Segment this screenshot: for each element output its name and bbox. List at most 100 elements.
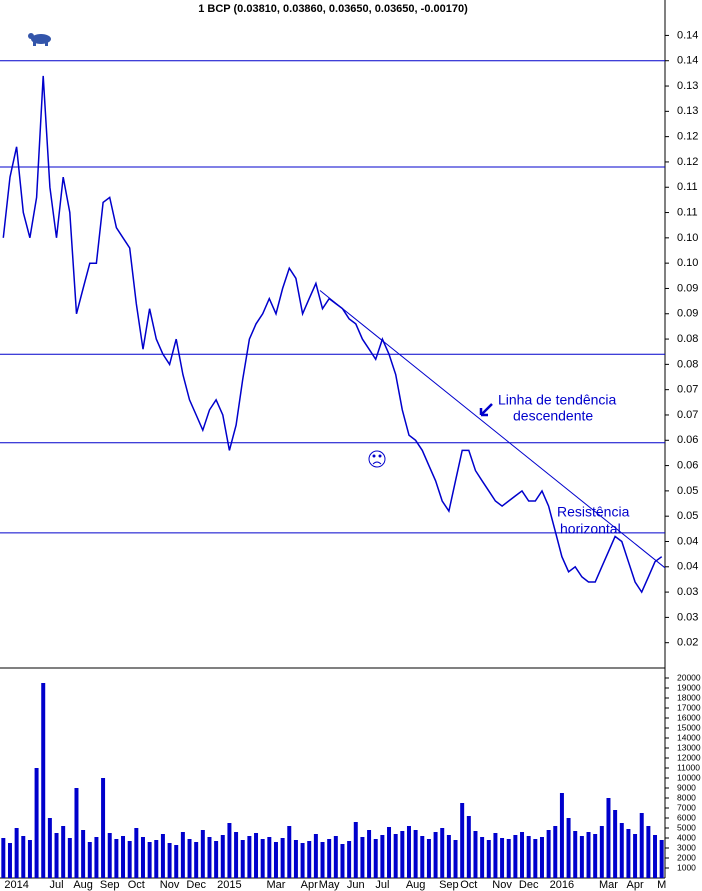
y-tick-label: 3000	[677, 842, 696, 852]
volume-bar	[400, 831, 405, 878]
volume-bar	[460, 803, 465, 878]
volume-bar	[234, 832, 239, 878]
y-tick-label: 19000	[677, 682, 701, 692]
volume-bar	[287, 826, 292, 878]
y-tick-label: 0.11	[677, 206, 698, 218]
y-tick-label: 13000	[677, 742, 701, 752]
volume-bar	[493, 833, 498, 878]
x-tick-label: Oct	[128, 879, 145, 891]
volume-bar	[194, 842, 199, 878]
volume-bar	[639, 813, 644, 878]
x-tick-label: Mar	[599, 879, 618, 891]
volume-bar	[606, 798, 611, 878]
volume-bar	[61, 826, 66, 878]
x-tick-label: Oct	[460, 879, 477, 891]
y-tick-label: 0.04	[677, 535, 698, 547]
volume-bar	[47, 818, 52, 878]
volume-bar	[433, 832, 438, 878]
x-tick-label: Jul	[49, 879, 63, 891]
volume-bar	[94, 837, 99, 878]
y-tick-label: 0.03	[677, 586, 698, 598]
volume-bar	[546, 830, 551, 878]
volume-bar	[420, 836, 425, 878]
volume-bar	[187, 839, 192, 878]
x-tick-label: Nov	[492, 879, 512, 891]
volume-bar	[307, 841, 312, 878]
x-tick-label: Apr	[301, 879, 318, 891]
volume-bar	[227, 823, 232, 878]
volume-bar	[1, 838, 6, 878]
y-tick-label: 4000	[677, 832, 696, 842]
volume-bar	[300, 843, 305, 878]
volume-bar	[174, 845, 179, 878]
annotation: horizontal	[560, 521, 621, 537]
volume-bar	[453, 840, 458, 878]
volume-bar	[54, 833, 59, 878]
y-tick-label: 0.14	[677, 55, 698, 67]
y-tick-label: 17000	[677, 702, 701, 712]
volume-bar	[559, 793, 564, 878]
y-tick-label: 0.12	[677, 156, 698, 168]
y-tick-label: 11000	[677, 762, 700, 772]
annotation: descendente	[513, 408, 593, 424]
x-tick-label: Dec	[519, 879, 539, 891]
volume-bar	[114, 839, 119, 878]
volume-bar	[659, 840, 664, 878]
volume-bar	[653, 835, 658, 878]
x-tick-label: Sep	[439, 879, 459, 891]
annotation: Resistência	[557, 504, 630, 520]
x-tick-label: Jul	[375, 879, 389, 891]
y-tick-label: 5000	[677, 822, 696, 832]
volume-bar	[360, 837, 365, 878]
volume-bar	[313, 834, 318, 878]
x-tick-label: Sep	[100, 879, 120, 891]
volume-bar	[373, 839, 378, 878]
volume-bar	[214, 841, 219, 878]
x-tick-label: Nov	[160, 879, 180, 891]
x-tick-label: Mar	[266, 879, 285, 891]
y-tick-label: 0.07	[677, 409, 698, 421]
volume-bar	[466, 816, 471, 878]
volume-bar	[34, 768, 39, 878]
y-tick-label: 0.10	[677, 257, 698, 269]
y-tick-label: 0.05	[677, 485, 698, 497]
volume-bar	[593, 834, 598, 878]
volume-bar	[613, 810, 618, 878]
y-tick-label: 8000	[677, 792, 696, 802]
y-tick-label: 1000	[677, 862, 696, 872]
volume-bar	[533, 839, 538, 878]
x-tick-label: 2014	[4, 879, 28, 891]
volume-bar	[293, 840, 298, 878]
volume-bar	[14, 828, 19, 878]
volume-bar	[74, 788, 79, 878]
volume-bar	[480, 837, 485, 878]
y-tick-label: 15000	[677, 722, 701, 732]
volume-bar	[506, 839, 511, 878]
x-tick-label: 2016	[550, 879, 574, 891]
y-tick-label: 0.02	[677, 637, 698, 649]
y-tick-label: 9000	[677, 782, 696, 792]
volume-bar	[160, 834, 165, 878]
volume-bar	[121, 836, 126, 878]
volume-bar	[387, 827, 392, 878]
y-tick-label: 0.12	[677, 131, 698, 143]
volume-bar	[520, 832, 525, 878]
volume-bar	[220, 835, 225, 878]
y-tick-label: 7000	[677, 802, 696, 812]
y-tick-label: 2000	[677, 852, 696, 862]
y-tick-label: 6000	[677, 812, 696, 822]
y-tick-label: 0.03	[677, 611, 698, 623]
volume-bar	[247, 836, 252, 878]
y-tick-label: 0.09	[677, 282, 698, 294]
volume-bar	[393, 834, 398, 878]
volume-bar	[426, 839, 431, 878]
volume-bar	[367, 830, 372, 878]
chart-title: 1 BCP (0.03810, 0.03860, 0.03650, 0.0365…	[198, 3, 468, 15]
volume-bar	[41, 683, 46, 878]
y-tick-label: 0.07	[677, 384, 698, 396]
volume-bar	[340, 844, 345, 878]
volume-bar	[646, 826, 651, 878]
x-tick-label: M	[657, 879, 666, 891]
